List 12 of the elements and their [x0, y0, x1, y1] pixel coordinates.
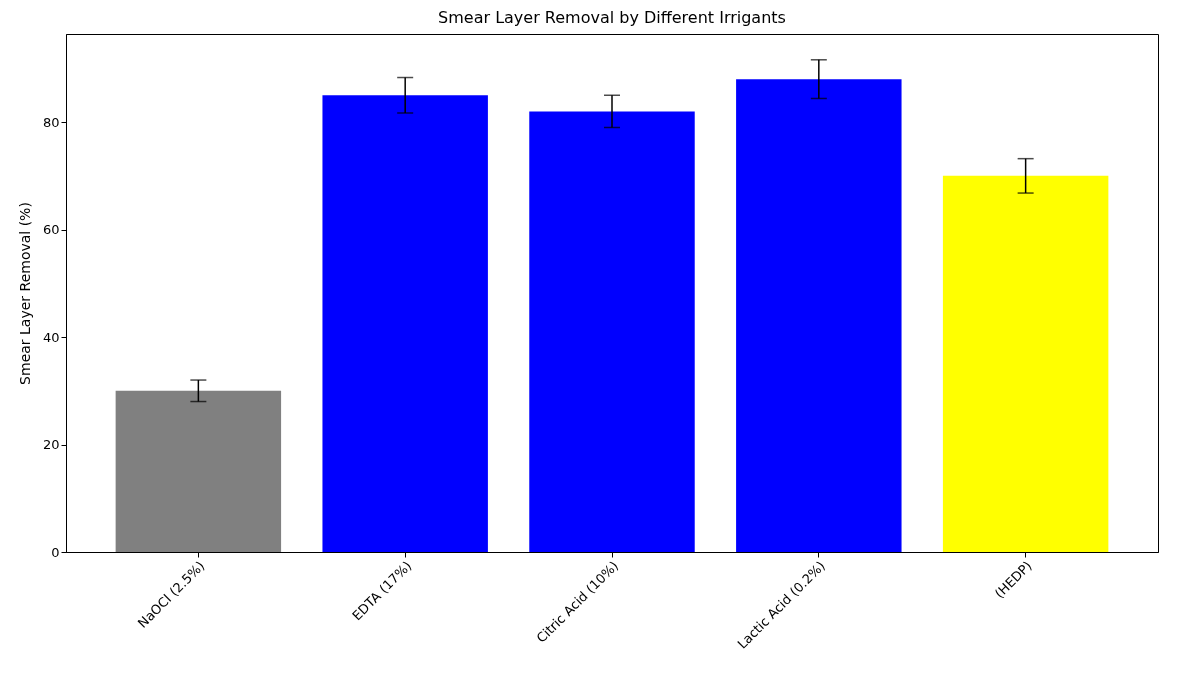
- y-axis-title: Smear Layer Removal (%): [16, 202, 33, 385]
- y-tick-label: 0: [51, 544, 60, 560]
- y-tick-label: 20: [42, 437, 60, 453]
- bar: [529, 111, 695, 552]
- y-tick-label: 60: [42, 222, 60, 238]
- y-tick-label: 80: [42, 114, 60, 130]
- bar: [322, 95, 488, 552]
- bar: [942, 175, 1109, 552]
- y-tick-label: 40: [42, 329, 60, 345]
- bar: [115, 390, 282, 552]
- chart-title: Smear Layer Removal by Different Irrigants: [438, 8, 786, 27]
- bar: [736, 79, 902, 552]
